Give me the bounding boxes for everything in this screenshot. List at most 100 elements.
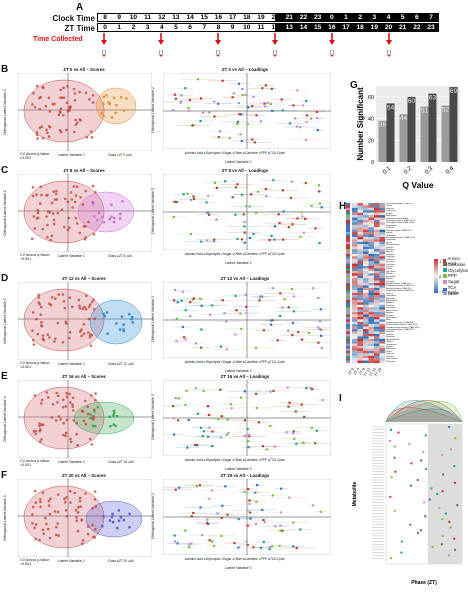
phase-point [438, 507, 441, 509]
heatmap-legend-item: TCA Cycle [443, 285, 466, 295]
heatmap-cell [368, 329, 375, 332]
heatmap-cell [379, 350, 386, 354]
score-point-all [47, 96, 51, 100]
score-point-all [69, 437, 72, 441]
phase-point [422, 451, 425, 454]
loading-point [304, 138, 308, 141]
heatmap-cell [374, 283, 380, 286]
score-point-all [40, 398, 44, 402]
score-point-all [75, 222, 79, 225]
score-point-all [74, 508, 78, 512]
heatmap-cell [374, 268, 380, 271]
score-point-zt [101, 524, 104, 528]
score-point-all [93, 498, 97, 501]
heatmap-cell [368, 331, 375, 334]
loading-point [262, 519, 265, 522]
phase-density-curve [385, 400, 463, 423]
heatmap-cell [379, 219, 386, 223]
loading-point [223, 312, 226, 315]
phase-point [447, 554, 450, 557]
heatmap-cell [374, 336, 380, 339]
heatmap-cell [357, 261, 364, 264]
heatmap-cell [379, 287, 386, 291]
loading-point [248, 499, 251, 502]
loadings-legend: ■Amino Acid ■Glycolysis ■Sugar ■Other ■C… [185, 252, 285, 256]
heatmap-category-cell [346, 283, 350, 286]
score-point-all [82, 419, 86, 423]
phase-point [453, 481, 456, 484]
heatmap-cell [379, 261, 386, 264]
score-point-all [90, 136, 94, 139]
score-point-all [56, 522, 59, 525]
heatmap-row-label: Citrulline [386, 253, 395, 256]
score-point-all [84, 422, 88, 426]
zt-hour: 21 [395, 24, 410, 31]
loading-point [249, 511, 252, 514]
score-point-all [33, 489, 37, 493]
heatmap-cell [374, 256, 380, 259]
heatmap-cell [368, 280, 375, 284]
clock-hour: 8 [98, 14, 113, 21]
scores-legend: Class ■ZT 20 ●All [108, 559, 134, 563]
score-point-zt [131, 316, 134, 319]
heatmap-cell [374, 350, 380, 354]
heatmap-row-label: Acetylcarnitine (CAR 2:0) [386, 283, 411, 285]
loading-point [206, 211, 209, 214]
phase-point [389, 557, 392, 560]
score-point-all [39, 500, 42, 504]
score-point-all [81, 410, 85, 413]
loading-point [243, 419, 246, 422]
heatmap-cell [363, 290, 369, 293]
loading-point [230, 407, 233, 410]
score-point-all [86, 412, 90, 416]
heatmap: ZT 0 ZT 4 ZT 8 ZT 12 ZT 16 ZT 20 Octanoylcarni… [346, 203, 468, 383]
sample-tube-icon [102, 44, 106, 62]
loading-point [299, 235, 302, 238]
score-point-all [31, 329, 34, 332]
loading-point [241, 94, 244, 97]
legend-swatch [443, 279, 447, 284]
heatmap-cell [352, 236, 358, 240]
score-point-zt [130, 317, 133, 321]
score-point-all [38, 424, 41, 428]
loading-point [264, 105, 267, 108]
heatmap-cell [357, 307, 364, 310]
score-point-zt [107, 101, 110, 104]
loading-point [305, 120, 308, 124]
score-point-all [81, 539, 85, 542]
heatmap-column-label: ZT 0 [347, 367, 354, 375]
clock-hour: 5 [395, 14, 410, 21]
legend-swatch [443, 288, 447, 292]
heatmap-cell [368, 285, 375, 288]
score-point-all [64, 320, 68, 324]
loading-point [301, 215, 304, 218]
heatmap-cell [357, 224, 364, 228]
score-point-all [85, 136, 89, 139]
loadings-x-label: Latent Variable 1 [225, 160, 252, 164]
bar-value-label: 69 [450, 88, 458, 95]
bar-series-1 [420, 106, 429, 162]
heatmap-cell [357, 268, 364, 271]
score-point-all [91, 507, 94, 510]
loading-point [185, 389, 188, 392]
heatmap-cell [363, 241, 369, 245]
heatmap-row-label: Adenosine [386, 348, 397, 351]
loading-point [219, 345, 223, 348]
scores-title: ZT 12 vs All – Scores [62, 276, 106, 281]
loadings-y-label: Orthogonal Latent Variable 2 [150, 188, 155, 234]
heatmap-cell [352, 307, 358, 310]
heatmap-row-label: Serine [386, 232, 393, 235]
score-point-all [39, 402, 43, 405]
heatmap-cell [352, 331, 358, 334]
score-point-zt [120, 315, 124, 318]
heatmap-cell [352, 333, 358, 337]
heatmap-row-label: Threonine [386, 239, 396, 242]
score-point-all [50, 201, 54, 205]
panel-label-d: D [1, 273, 9, 284]
loading-point [173, 200, 176, 203]
loading-point [220, 436, 223, 439]
loading-point [291, 321, 294, 324]
score-point-all [60, 96, 64, 99]
score-point-all [48, 125, 51, 128]
